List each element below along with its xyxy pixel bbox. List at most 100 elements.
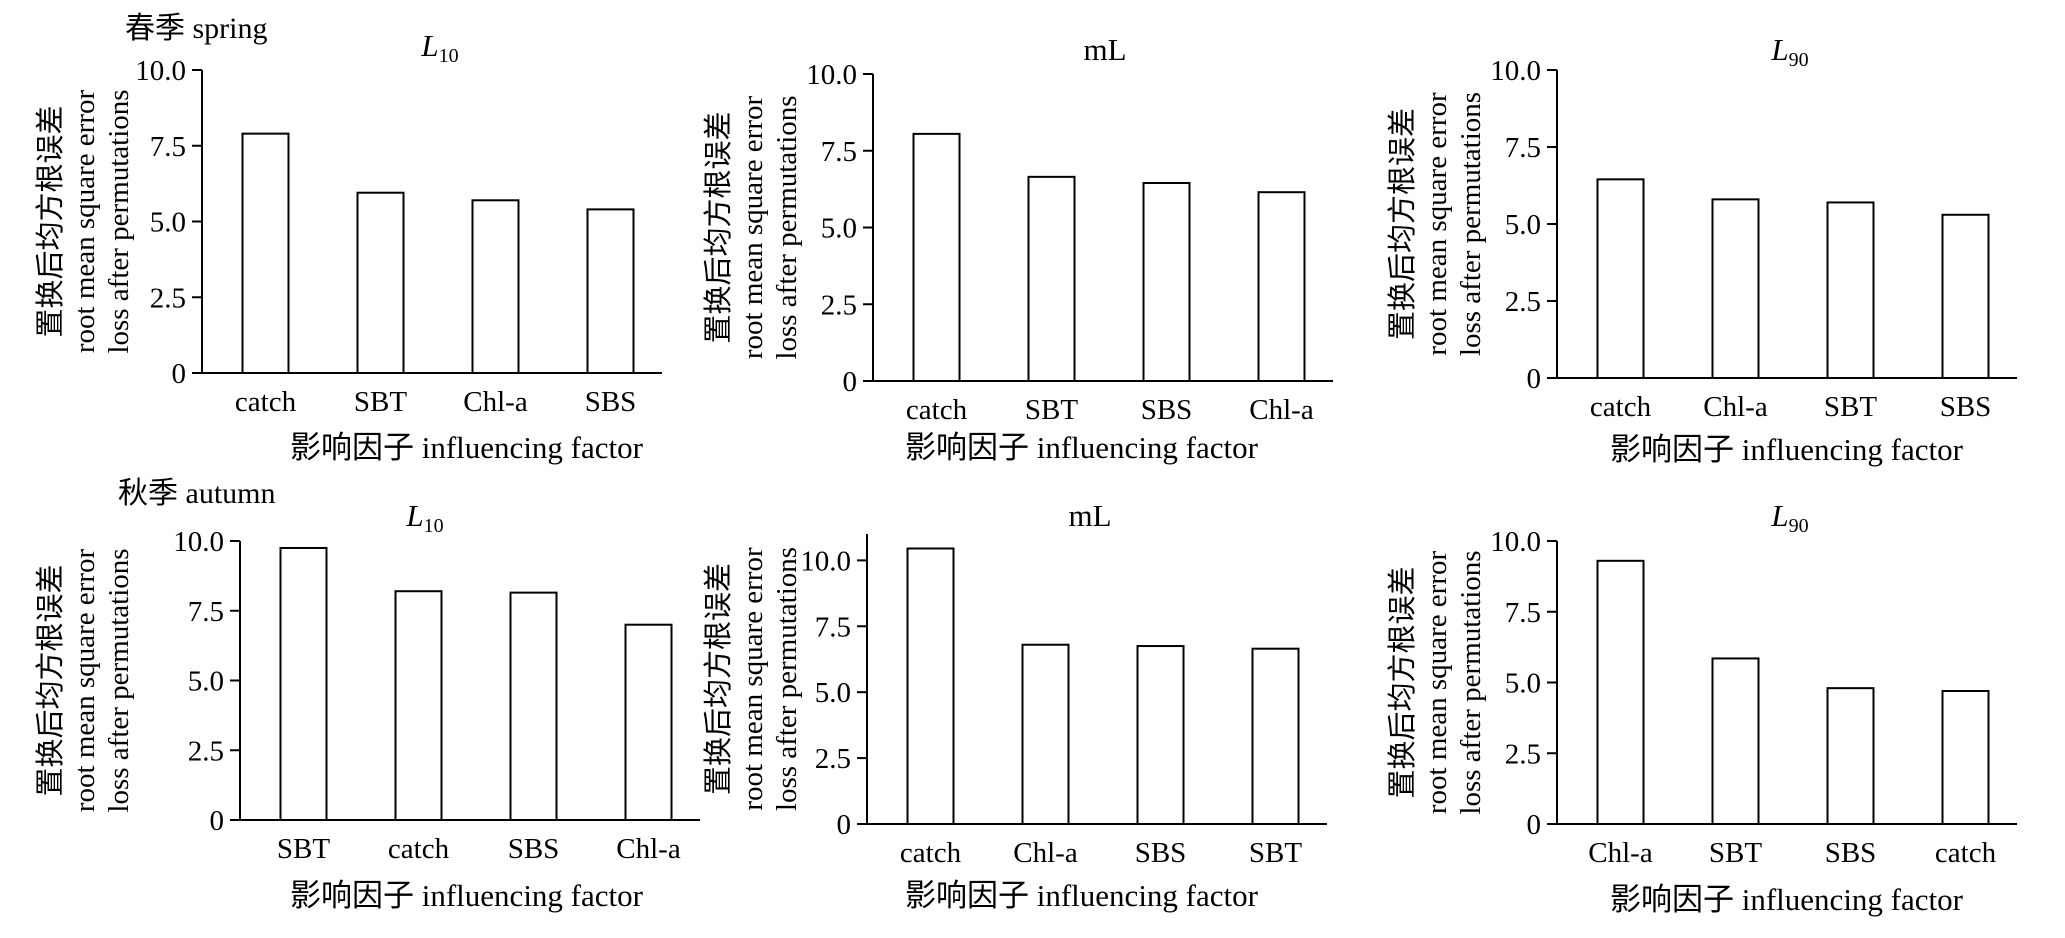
x-tick-label: Chl-a [1249, 394, 1314, 426]
bar-sbs [1142, 181, 1191, 382]
y-axis-label-line: root mean square error [1421, 92, 1453, 356]
y-axis-label-line: loss after permutations [771, 547, 803, 811]
chart-title: mL [1068, 498, 1111, 533]
bar-sbt [1826, 201, 1875, 379]
bar-sbs [586, 208, 635, 374]
season-label-autumn: 秋季 autumn [118, 477, 276, 510]
chart-panel-6: 0 2.5 5.0 7.5 10.0 Chl-a SBT SBS catch L90 影响因子 in… [1386, 498, 2017, 917]
y-tick-label: 5.0 [815, 677, 851, 709]
x-axis-label: 影响因子 influencing factor [905, 430, 1259, 465]
x-tick-label: Chl-a [463, 386, 528, 418]
bar-sbt [1027, 175, 1076, 382]
bar-catch [241, 132, 290, 374]
y-tick-label: 10.0 [1490, 55, 1541, 87]
x-tick-label: SBS [1141, 394, 1193, 426]
bar-catch [1941, 689, 1990, 825]
chart-title: L90 [1770, 32, 1808, 71]
x-tick-label: Chl-a [1013, 837, 1078, 869]
x-tick-label: catch [1590, 391, 1652, 423]
y-tick-label: 2.5 [821, 289, 857, 321]
y-axis-label-line: 置换后均方根误差 [34, 105, 67, 337]
y-axis-label-line: 置换后均方根误差 [1386, 108, 1419, 340]
x-tick-label: SBT [1709, 837, 1762, 869]
y-tick-label: 7.5 [188, 596, 224, 628]
x-tick-label: Chl-a [1703, 391, 1768, 423]
y-tick-label: 2.5 [188, 735, 224, 767]
x-tick-label: catch [900, 837, 962, 869]
y-tick-label: 2.5 [1505, 286, 1541, 318]
x-tick-label: Chl-a [1588, 837, 1653, 869]
y-tick-label: 5.0 [1505, 209, 1541, 241]
y-axis-label-line: 置换后均方根误差 [702, 563, 735, 795]
x-axis-label: 影响因子 influencing factor [1610, 882, 1964, 917]
x-tick-label: SBS [1940, 391, 1992, 423]
bar-catch [912, 132, 961, 382]
season-label-spring: 春季 spring [125, 12, 268, 45]
x-tick-label: SBT [1249, 837, 1302, 869]
chart-title: L10 [420, 28, 458, 67]
x-tick-label: catch [906, 394, 968, 426]
y-axis-label-line: root mean square error [737, 96, 769, 360]
y-tick-label: 2.5 [815, 743, 851, 775]
y-axis-label-line: 置换后均方根误差 [34, 564, 67, 796]
y-tick-label: 0 [843, 366, 858, 398]
y-tick-label: 10.0 [1490, 526, 1541, 558]
y-axis-label-line: loss after permutations [1455, 92, 1487, 356]
bar-catch [906, 547, 955, 825]
chart-title: mL [1083, 32, 1126, 67]
y-tick-label: 7.5 [1505, 597, 1541, 629]
y-tick-label: 0 [837, 809, 852, 841]
y-axis-label-line: loss after permutations [1455, 550, 1487, 814]
bar-chl-a [1257, 191, 1306, 382]
chart-panel-5: 0 2.5 5.0 7.5 10.0 catch Chl-a SBS SBT mL 影响因子 inf… [702, 498, 1327, 913]
bar-sbt [1711, 657, 1760, 825]
y-axis-label-line: root mean square error [69, 549, 101, 813]
x-tick-label: SBS [508, 833, 560, 865]
y-tick-label: 7.5 [821, 136, 857, 168]
bar-chl-a [624, 623, 673, 822]
chart-panel-2: 0 2.5 5.0 7.5 10.0 catch SBT SBS Chl-a mL 影响因子 inf… [702, 32, 1333, 465]
y-tick-label: 5.0 [1505, 668, 1541, 700]
bar-sbs [1941, 213, 1990, 379]
x-tick-label: catch [388, 833, 450, 865]
x-tick-label: SBS [585, 386, 637, 418]
bar-chl-a [1711, 198, 1760, 379]
y-axis-label-line: loss after permutations [103, 89, 135, 353]
chart-title: L10 [405, 498, 443, 537]
y-tick-label: 10.0 [800, 545, 851, 577]
y-tick-label: 7.5 [815, 611, 851, 643]
chart-title: L90 [1770, 498, 1808, 537]
y-axis-label-line: loss after permutations [103, 548, 135, 812]
bar-chl-a [1596, 559, 1645, 825]
y-axis-label-line: 置换后均方根误差 [1386, 566, 1419, 798]
x-tick-label: SBT [1824, 391, 1877, 423]
bar-catch [1596, 178, 1645, 379]
y-axis-label-line: root mean square error [69, 90, 101, 354]
y-axis-label-line: root mean square error [1421, 551, 1453, 815]
bar-chl-a [1021, 643, 1070, 826]
bar-sbt [1251, 647, 1300, 825]
y-axis-label-line: 置换后均方根误差 [702, 111, 735, 343]
chart-panel-1: 0 2.5 5.0 7.5 10.0 catch SBT Chl-a SBS L10 影响因子 in… [34, 28, 662, 465]
bar-sbs [1826, 687, 1875, 825]
x-tick-label: SBS [1825, 837, 1877, 869]
bar-sbt [356, 191, 405, 374]
x-axis-label: 影响因子 influencing factor [290, 878, 644, 913]
chart-panel-3: 0 2.5 5.0 7.5 10.0 catch Chl-a SBT SBS L90 影响因子 in… [1386, 32, 2017, 467]
y-tick-label: 10.0 [806, 59, 857, 91]
y-tick-label: 10.0 [173, 526, 224, 558]
bar-sbs [509, 591, 558, 821]
bar-chl-a [471, 199, 520, 374]
y-axis-label-line: root mean square error [737, 547, 769, 811]
y-tick-label: 5.0 [188, 666, 224, 698]
y-axis-label-line: loss after permutations [771, 95, 803, 359]
y-tick-label: 0 [1527, 809, 1542, 841]
x-tick-label: SBS [1135, 837, 1187, 869]
x-tick-label: SBT [277, 833, 330, 865]
y-tick-label: 2.5 [1505, 738, 1541, 770]
y-tick-label: 10.0 [135, 55, 186, 87]
x-tick-label: catch [235, 386, 297, 418]
y-tick-label: 7.5 [1505, 132, 1541, 164]
chart-panel-4: 0 2.5 5.0 7.5 10.0 SBT catch SBS Chl-a L10 影响因子 in… [34, 498, 700, 913]
